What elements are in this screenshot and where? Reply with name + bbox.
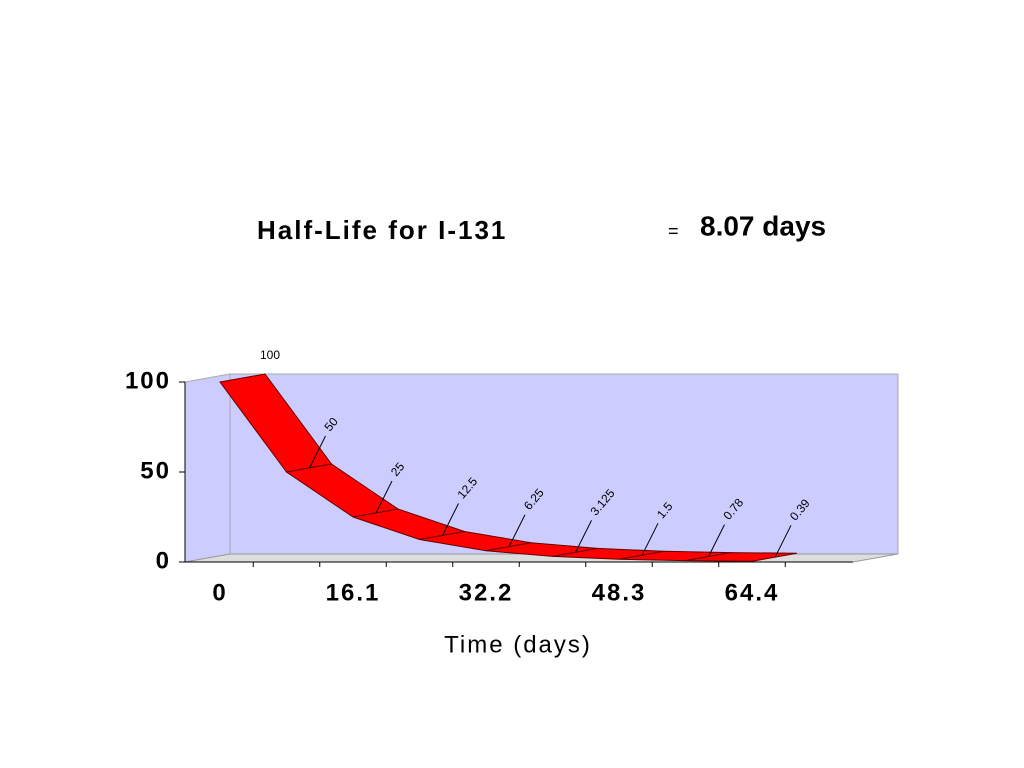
leader-line bbox=[508, 514, 526, 547]
value-label: 100 bbox=[260, 348, 280, 362]
x-axis-label: Time (days) bbox=[444, 631, 592, 658]
y-tick-label: 100 bbox=[125, 367, 171, 394]
x-tick-label: 48.3 bbox=[592, 579, 647, 606]
x-tick-label: 0 bbox=[212, 579, 227, 606]
ribbon-segment bbox=[685, 552, 798, 562]
leader-line bbox=[309, 435, 326, 469]
leader-line bbox=[708, 524, 725, 557]
x-tick-label: 16.1 bbox=[326, 579, 381, 606]
side-wall bbox=[184, 373, 231, 563]
chart-title: Half-Life for I-131 bbox=[257, 215, 507, 245]
leader-line bbox=[774, 525, 792, 558]
half-life-value: 8.07 days bbox=[700, 210, 826, 241]
leader-line bbox=[575, 520, 592, 553]
x-tick-label: 64.4 bbox=[725, 579, 780, 606]
y-tick-label: 0 bbox=[156, 547, 171, 574]
equals-sign: = bbox=[668, 221, 679, 241]
leader-line bbox=[641, 523, 659, 556]
leader-line bbox=[375, 480, 393, 514]
x-tick-label: 32.2 bbox=[459, 579, 514, 606]
leader-line bbox=[442, 503, 459, 536]
y-tick-label: 50 bbox=[140, 457, 171, 484]
